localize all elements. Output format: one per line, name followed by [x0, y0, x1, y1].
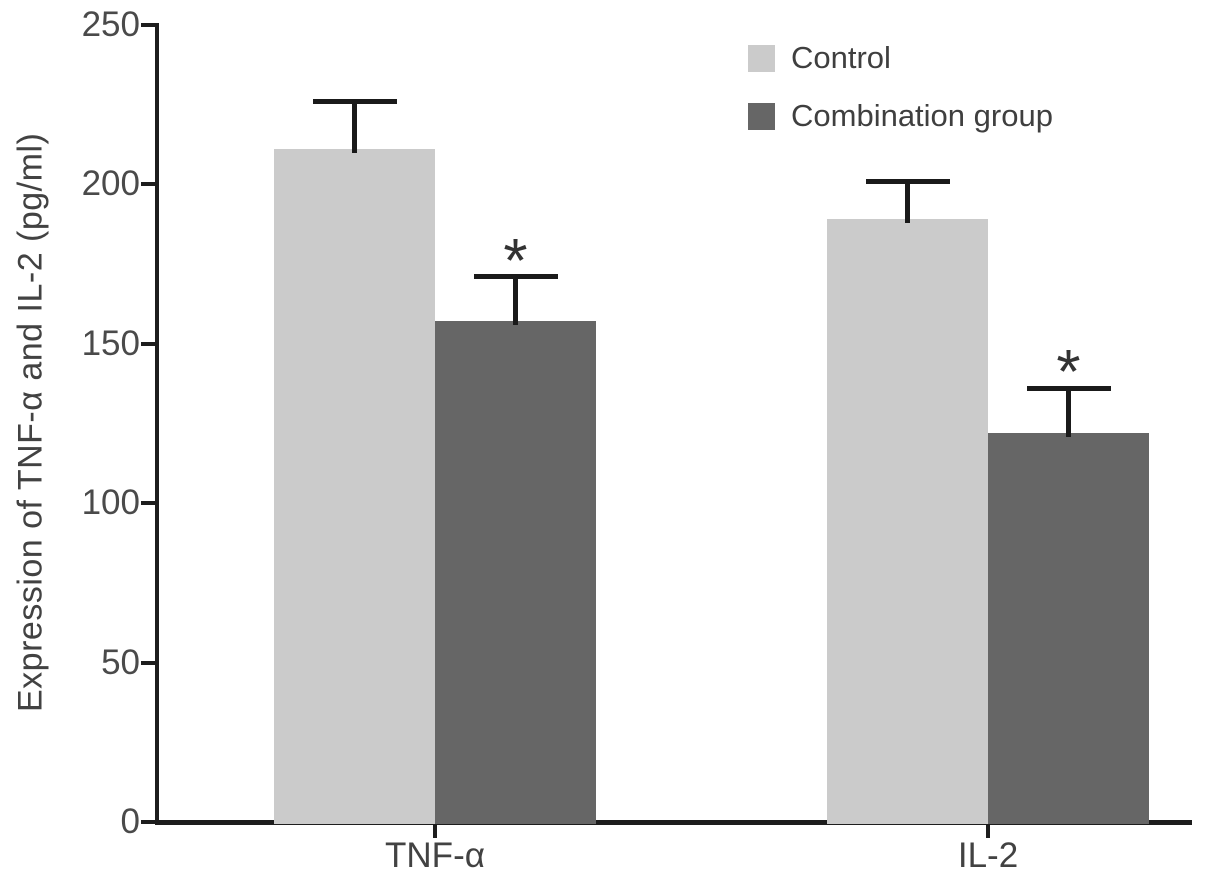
- y-axis-line: [155, 23, 159, 825]
- error-bar-cap-combination-group-il-2: [1026, 385, 1111, 391]
- y-tick-150: [141, 341, 155, 346]
- error-bar-stem-combination-group-il-2: [1066, 388, 1071, 438]
- x-axis-label-il-2: IL-2: [957, 836, 1019, 875]
- bar-control-il-2: [827, 219, 988, 824]
- significance-marker-combination-group-il-2: *: [1056, 338, 1081, 408]
- bar-combination-group-il-2: [988, 433, 1149, 824]
- y-tick-label-100: 100: [81, 483, 140, 523]
- y-axis-title: Expression of TNF-α and IL-2 (pg/ml): [11, 132, 50, 713]
- x-axis-label-tnf: TNF-α: [385, 836, 485, 875]
- y-tick-50: [141, 660, 155, 665]
- y-tick-label-0: 0: [120, 802, 140, 841]
- y-tick-0: [141, 820, 155, 824]
- legend: Control Combination group: [748, 40, 1053, 134]
- legend-swatch-control: [748, 44, 775, 72]
- error-bar-cap-control-il-2: [865, 178, 950, 184]
- error-bar-stem-control-il-2: [905, 181, 910, 224]
- legend-item-combination-group: Combination group: [748, 98, 1053, 134]
- legend-label-control: Control: [791, 40, 891, 75]
- legend-swatch-combination-group: [748, 102, 775, 130]
- bar-control-tnf: [274, 149, 435, 824]
- error-bar-stem-control-tnf: [352, 101, 357, 154]
- x-tick-tnf: [433, 825, 437, 838]
- bar-combination-group-tnf: [435, 321, 596, 824]
- legend-item-control: Control: [748, 40, 1053, 76]
- x-axis-line: [155, 820, 1192, 825]
- y-tick-200: [141, 182, 155, 187]
- legend-label-combination-group: Combination group: [791, 98, 1053, 133]
- y-tick-label-250: 250: [81, 5, 140, 44]
- x-tick-il-2: [986, 825, 990, 838]
- significance-marker-combination-group-tnf: *: [503, 226, 528, 296]
- y-tick-label-150: 150: [81, 323, 140, 363]
- error-bar-cap-control-tnf: [312, 99, 397, 104]
- y-tick-250: [141, 23, 155, 27]
- y-tick-label-50: 50: [101, 642, 140, 682]
- y-tick-100: [141, 501, 155, 506]
- y-tick-label-200: 200: [81, 164, 140, 204]
- error-bar-stem-combination-group-tnf: [513, 276, 518, 326]
- error-bar-cap-combination-group-tnf: [473, 274, 558, 280]
